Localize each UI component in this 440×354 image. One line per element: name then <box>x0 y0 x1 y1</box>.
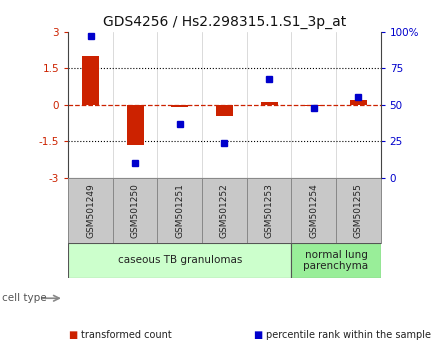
Bar <box>305 105 322 106</box>
Text: cell type: cell type <box>2 293 47 303</box>
Bar <box>68 243 291 278</box>
Text: GSM501254: GSM501254 <box>309 183 318 238</box>
Bar <box>216 105 233 116</box>
Text: percentile rank within the sample: percentile rank within the sample <box>266 330 431 339</box>
Text: ■: ■ <box>253 330 262 339</box>
Text: GSM501255: GSM501255 <box>354 183 363 238</box>
Text: ■: ■ <box>68 330 77 339</box>
Bar <box>350 101 367 105</box>
Text: normal lung
parenchyma: normal lung parenchyma <box>304 250 369 271</box>
Text: GSM501251: GSM501251 <box>175 183 184 238</box>
Bar <box>82 56 99 105</box>
Text: GSM501252: GSM501252 <box>220 183 229 238</box>
Text: GSM501249: GSM501249 <box>86 183 95 238</box>
Text: caseous TB granulomas: caseous TB granulomas <box>117 256 242 266</box>
Title: GDS4256 / Hs2.298315.1.S1_3p_at: GDS4256 / Hs2.298315.1.S1_3p_at <box>103 16 346 29</box>
Bar <box>127 105 143 145</box>
Text: transformed count: transformed count <box>81 330 172 339</box>
Text: GSM501253: GSM501253 <box>264 183 274 238</box>
Bar <box>171 105 188 107</box>
Text: GSM501250: GSM501250 <box>131 183 139 238</box>
Bar <box>260 102 278 105</box>
Bar <box>291 243 381 278</box>
